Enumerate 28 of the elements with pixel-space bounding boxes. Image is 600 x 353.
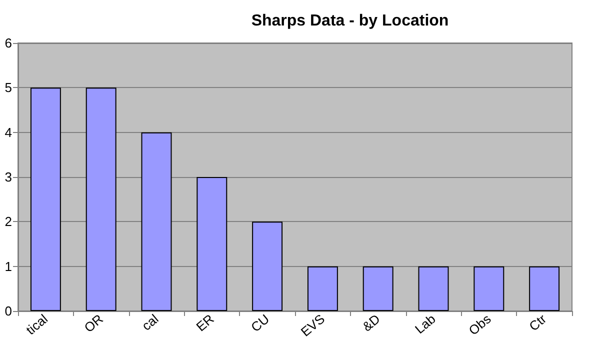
bar	[529, 266, 560, 311]
bar	[196, 177, 228, 311]
y-tick-label: 0	[4, 304, 12, 318]
x-tick-label: cal	[138, 311, 162, 334]
bar	[474, 266, 504, 311]
chart-title: Sharps Data - by Location	[251, 12, 449, 30]
x-tick-label: Lab	[412, 311, 438, 337]
y-tick-label: 5	[4, 80, 12, 96]
x-tick-label: CU	[248, 311, 272, 335]
x-tick-label: OR	[81, 311, 106, 336]
x-tick-label: ER	[193, 311, 217, 334]
y-tick-label: 4	[4, 124, 12, 140]
x-tick-label: &D	[359, 311, 383, 334]
bar	[252, 222, 283, 311]
bar	[307, 266, 338, 311]
bar	[362, 266, 394, 311]
x-tick-label: Ctr	[526, 310, 550, 334]
bar	[86, 88, 116, 311]
bar	[418, 266, 449, 311]
y-tick-label: 3	[4, 170, 12, 184]
y-tick-label: 2	[4, 214, 12, 230]
x-tick-label: Obs	[466, 310, 494, 338]
bar	[141, 132, 172, 311]
x-tick-label: EVS	[298, 311, 328, 340]
x-tick-label: tical	[23, 311, 51, 338]
y-tick-label: 1	[4, 258, 12, 274]
bar	[30, 88, 61, 311]
y-tick-label: 6	[4, 36, 12, 50]
